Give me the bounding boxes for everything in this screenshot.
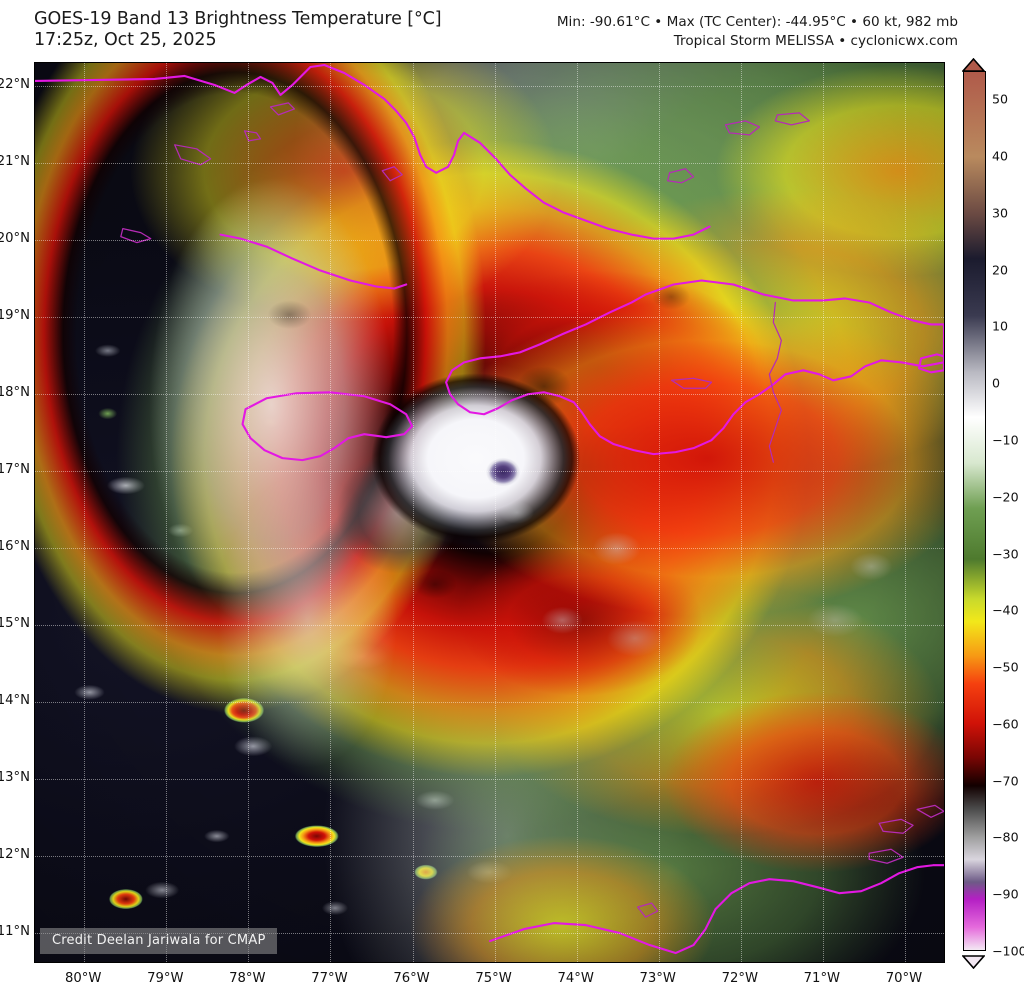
colorbar-tick-label: −20 — [992, 489, 1019, 505]
latitude-tick-label: 18°N — [0, 385, 30, 401]
colorbar-tick-label: −60 — [992, 716, 1019, 732]
colorbar-tick-label: 40 — [992, 148, 1009, 164]
coastline-cuba-islet-1 — [174, 144, 212, 166]
colorbar-tick-label: −100 — [992, 943, 1024, 959]
latitude-tick-label: 20°N — [0, 231, 30, 247]
coastline-venezuela-island-1 — [878, 818, 914, 834]
latitude-tick-label: 13°N — [0, 770, 30, 786]
coastline-cuba-south — [219, 233, 408, 290]
latitude-tick-label: 19°N — [0, 308, 30, 324]
satellite-imagery — [35, 63, 944, 962]
storm-info-line-1: Min: -90.61°C • Max (TC Center): -44.95°… — [556, 14, 958, 30]
colorbar[interactable]: 50 40 30 20 10 0 −10 −20 −30 −40 −50 −60 −70 −80 −90 −1… — [962, 58, 1024, 969]
colorbar-gradient[interactable] — [963, 71, 986, 951]
longitude-tick-label: 80°W — [65, 971, 102, 986]
longitude-tick-label: 79°W — [147, 971, 184, 986]
longitude-tick-label: 71°W — [803, 971, 841, 986]
longitude-tick-label: 78°W — [229, 971, 266, 986]
colorbar-tick-label: −90 — [992, 886, 1019, 902]
coastline-bahamas-2 — [724, 120, 761, 136]
coastline-bahamas-1 — [666, 168, 695, 184]
coastline-puerto-rico — [917, 353, 944, 374]
longitude-tick-label: 76°W — [393, 971, 430, 986]
colorbar-tick-label: −70 — [992, 773, 1019, 789]
cloud-texture-layer — [35, 63, 944, 962]
latitude-tick-label: 22°N — [0, 77, 30, 93]
title-line-1: GOES-19 Band 13 Brightness Temperature [… — [34, 9, 442, 29]
coastline-jamaica — [241, 391, 414, 462]
coastline-bahamas-4 — [381, 166, 403, 182]
coastline-cuba-islet-2 — [120, 228, 152, 244]
longitude-tick-label: 73°W — [639, 971, 676, 986]
latitude-tick-label: 21°N — [0, 154, 30, 170]
latitude-tick-label: 12°N — [0, 847, 30, 863]
longitude-tick-label: 77°W — [311, 971, 348, 986]
coastline-hispaniola — [445, 279, 944, 456]
coastline-south-america — [488, 864, 944, 955]
colorbar-tick-label: 50 — [992, 91, 1009, 107]
coastline-venezuela-island-2 — [868, 848, 904, 864]
coastline-overlay — [35, 63, 944, 955]
longitude-tick-label: 72°W — [721, 971, 759, 986]
colorbar-tick-label: 10 — [992, 318, 1009, 334]
vignette-layer — [35, 63, 944, 962]
title-line-2: 17:25z, Oct 25, 2025 — [34, 30, 217, 50]
storm-info-line-2: Tropical Storm MELISSA • cyclonicwx.com — [673, 33, 958, 49]
storm-eye-layer — [35, 63, 944, 962]
coastline-haiti-peninsula-lake — [670, 377, 713, 389]
border-haiti-dominican-republic — [768, 301, 782, 463]
colorbar-tick-label: −30 — [992, 546, 1019, 562]
coastline-cuba — [35, 63, 711, 240]
latitude-tick-label: 16°N — [0, 539, 30, 555]
credit-annotation: Credit Deelan Jariwala for CMAP — [40, 928, 278, 954]
colorbar-tick-label: 30 — [992, 205, 1009, 221]
longitude-tick-label: 70°W — [885, 971, 923, 986]
longitude-tick-label: 74°W — [557, 971, 594, 986]
latitude-tick-label: 14°N — [0, 693, 30, 709]
coastline-cuba-islet-3 — [243, 130, 262, 142]
colorbar-tick-label: 20 — [992, 262, 1009, 278]
colorbar-tick-label: −10 — [992, 432, 1019, 448]
latitude-tick-label: 11°N — [0, 924, 30, 940]
latitude-tick-label: 15°N — [0, 616, 30, 632]
map-plot-area[interactable]: Credit Deelan Jariwala for CMAP — [34, 62, 945, 963]
coastline-bahamas-3 — [774, 112, 810, 126]
coastline-key-cluster — [269, 102, 296, 116]
colorbar-tick-label: −50 — [992, 659, 1019, 675]
colorbar-tick-label: −40 — [992, 602, 1019, 618]
coastline-venezuela-island-3 — [916, 804, 944, 818]
colorbar-bottom-arrow — [962, 955, 985, 969]
coastline-inland-lake — [637, 902, 659, 918]
latitude-tick-label: 17°N — [0, 462, 30, 478]
colorbar-tick-label: −80 — [992, 829, 1019, 845]
colorbar-tick-label: 0 — [992, 375, 1001, 391]
page-title: GOES-19 Band 13 Brightness Temperature [… — [34, 9, 442, 51]
colorbar-top-arrow — [962, 58, 985, 72]
longitude-tick-label: 75°W — [475, 971, 512, 986]
storm-info: Min: -90.61°C • Max (TC Center): -44.95°… — [557, 13, 958, 51]
